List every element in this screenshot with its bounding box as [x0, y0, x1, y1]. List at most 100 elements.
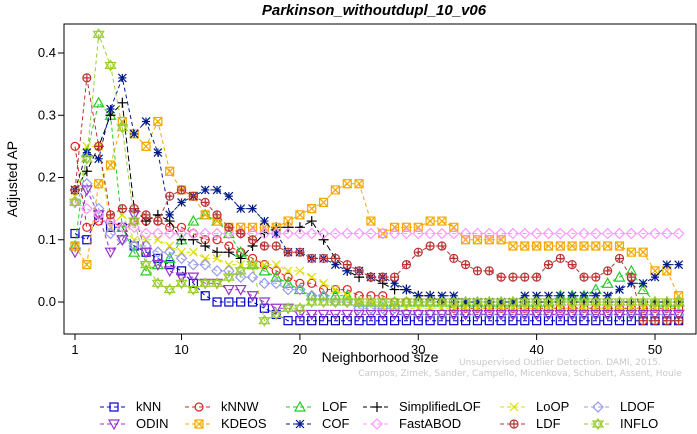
legend-marker-ldof — [592, 401, 604, 413]
data-point-loop — [212, 254, 222, 263]
data-point-fastabod — [566, 227, 578, 240]
legend-item-simplifiedlof: SimplifiedLOF — [363, 399, 481, 414]
data-point-cof — [82, 148, 92, 158]
data-point-loop — [200, 254, 210, 263]
data-point-ldf — [307, 253, 317, 264]
data-point-inflo — [317, 295, 330, 309]
data-point-knn — [330, 316, 341, 326]
data-point-knn — [200, 291, 210, 301]
data-point-ldof — [365, 302, 377, 315]
data-point-kdeos — [141, 141, 151, 151]
data-point-ldf — [259, 241, 269, 251]
data-point-ldof — [353, 302, 365, 315]
data-point-fastabod — [412, 227, 425, 240]
series-layer — [68, 28, 685, 327]
data-point-loop — [319, 278, 328, 288]
data-point-odin — [151, 260, 164, 271]
data-point-knn — [579, 316, 589, 326]
data-point-kdeos — [567, 241, 577, 251]
series-cof — [70, 73, 684, 307]
data-point-ldf — [662, 316, 672, 326]
data-point-ldof — [294, 283, 306, 296]
data-point-knnw — [94, 216, 104, 226]
data-point-knn — [212, 297, 222, 307]
data-point-inflo — [459, 295, 472, 309]
legend-label-lof: LOF — [322, 399, 347, 414]
data-point-kdeos — [638, 247, 648, 257]
data-point-fastabod — [116, 221, 129, 234]
data-point-odin — [483, 309, 496, 321]
data-point-ldof — [305, 289, 318, 302]
data-point-inflo — [258, 314, 271, 327]
series-line-knn — [74, 213, 679, 322]
data-point-inflo — [163, 283, 176, 296]
data-point-fastabod — [483, 227, 496, 240]
data-point-ldf — [366, 272, 376, 282]
data-point-knn — [614, 316, 625, 326]
data-point-cof — [532, 291, 542, 301]
data-point-ldof — [152, 246, 164, 259]
data-point-ldof — [175, 252, 188, 265]
data-point-knn — [378, 316, 388, 326]
data-point-odin — [140, 247, 153, 259]
data-point-kdeos — [425, 216, 435, 226]
data-point-loop — [307, 272, 317, 282]
data-point-lof — [140, 264, 153, 276]
data-point-fastabod — [471, 227, 484, 240]
data-point-inflo — [388, 295, 401, 309]
data-point-ldf — [342, 260, 352, 270]
data-point-kdeos — [520, 241, 530, 251]
data-point-loop — [224, 260, 234, 270]
legend-label-loop: LoOP — [536, 399, 569, 414]
data-point-ldf — [496, 272, 506, 282]
y-axis: 0.0 0.1 0.2 0.3 0.4 — [38, 45, 64, 309]
data-point-odin — [187, 272, 200, 284]
data-point-odin — [566, 309, 579, 321]
data-point-kdeos — [603, 241, 613, 251]
legend-item-kdeos: KDEOS — [185, 416, 267, 431]
data-point-ldf — [638, 316, 648, 326]
data-point-fastabod — [223, 227, 235, 240]
data-point-lof — [329, 289, 342, 301]
legend-label-simplifiedlof: SimplifiedLOF — [399, 399, 481, 414]
data-point-odin — [542, 309, 555, 321]
data-point-fastabod — [672, 227, 685, 240]
data-point-ldf — [674, 316, 684, 326]
data-point-simplifiedlof — [235, 253, 246, 264]
data-point-knn — [259, 303, 269, 313]
series-inflo — [68, 28, 685, 327]
data-point-simplifiedlof — [283, 222, 294, 233]
data-point-fastabod — [447, 227, 460, 240]
data-point-odin — [506, 309, 519, 321]
data-point-inflo — [400, 295, 413, 309]
data-point-inflo — [447, 295, 460, 309]
data-point-inflo — [506, 295, 520, 309]
data-point-knn — [188, 278, 198, 288]
data-point-fastabod — [518, 227, 531, 240]
data-point-fastabod — [270, 227, 283, 240]
data-point-fastabod — [341, 227, 354, 240]
legend-marker-ldf — [509, 419, 519, 429]
data-point-inflo — [364, 295, 378, 309]
data-point-simplifiedlof — [318, 234, 329, 245]
x-tick-label: 20 — [293, 342, 307, 357]
data-point-loop — [283, 266, 293, 276]
data-point-inflo — [412, 295, 425, 309]
data-point-odin — [400, 309, 413, 321]
data-point-knnw — [307, 278, 317, 288]
data-point-knn — [247, 297, 258, 307]
data-point-knn — [176, 266, 187, 276]
data-point-knn — [153, 253, 163, 264]
data-point-inflo — [471, 295, 484, 309]
data-point-ldf — [212, 210, 222, 220]
data-point-ldf — [543, 260, 554, 270]
legend-label-knn: kNN — [136, 399, 161, 414]
series-line-kdeos — [74, 120, 680, 297]
data-point-knn — [70, 228, 80, 239]
data-point-fastabod — [507, 227, 519, 240]
data-point-ldof — [199, 258, 212, 271]
data-point-cof — [106, 104, 115, 114]
data-point-knnw — [176, 222, 187, 232]
data-point-cof — [413, 291, 423, 301]
data-point-fastabod — [282, 227, 294, 240]
